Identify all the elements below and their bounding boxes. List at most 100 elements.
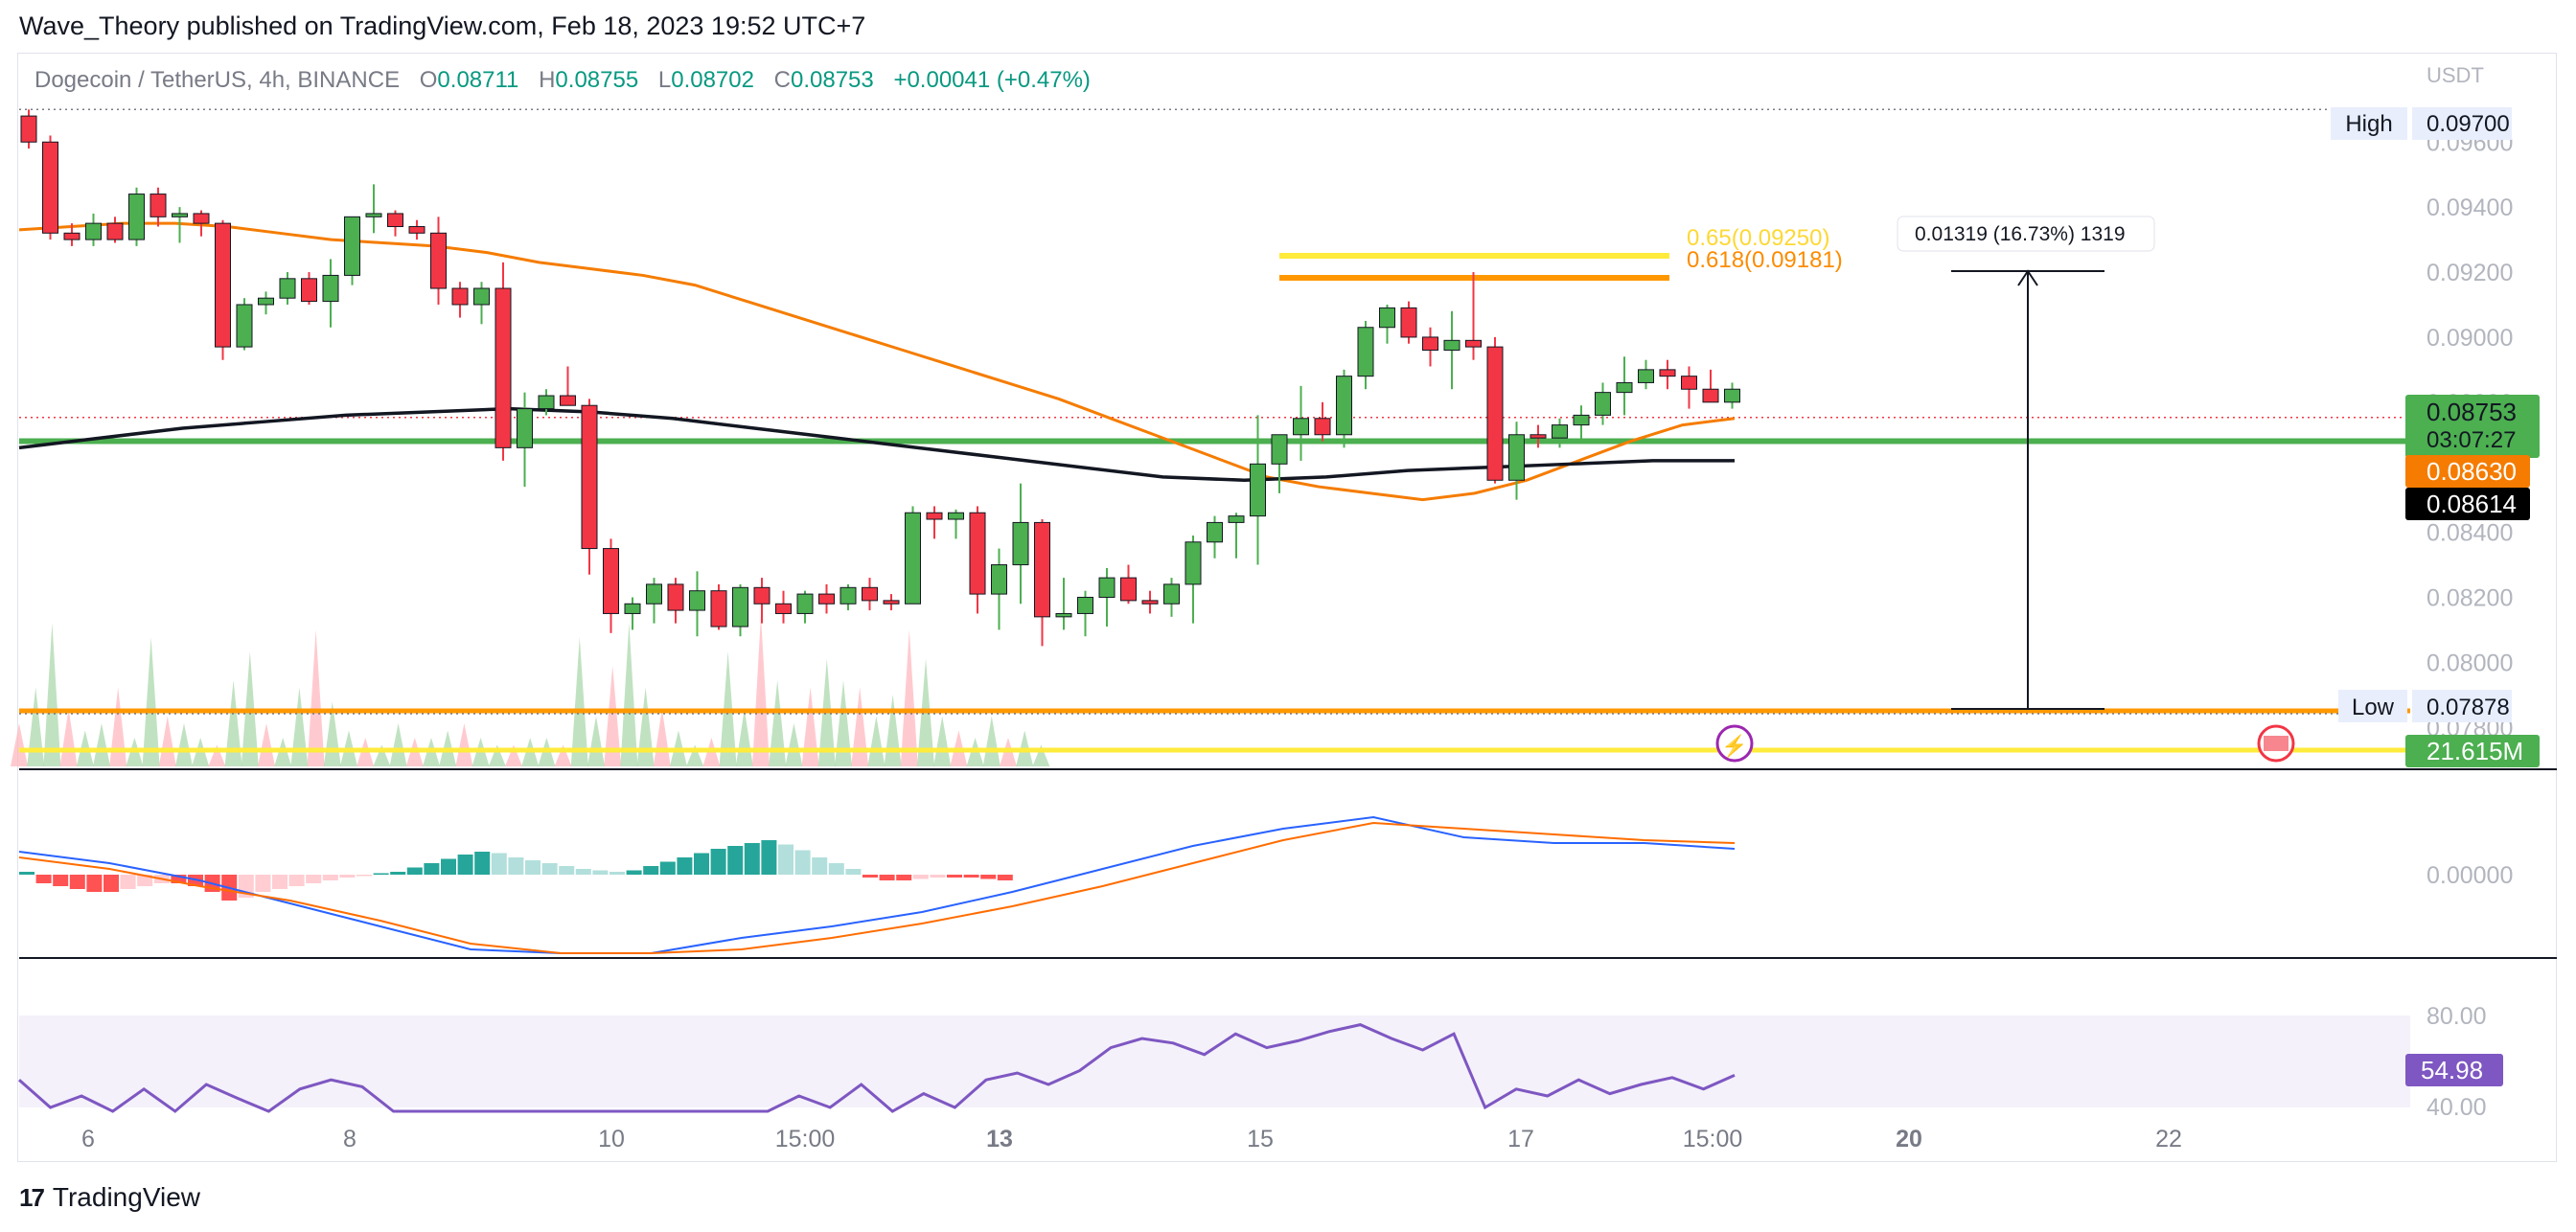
rsi-axis-tick: 80.00 [2426, 1003, 2487, 1030]
candle-body [969, 512, 986, 595]
candle-body [1163, 583, 1180, 605]
candle-body [1314, 418, 1331, 436]
macd-histogram-bar [828, 863, 844, 875]
candle-body [1120, 577, 1137, 602]
macd-histogram-bar [845, 869, 862, 875]
macd-histogram-bar [390, 872, 406, 875]
candle-body [517, 408, 533, 448]
macd-histogram-bar [862, 875, 878, 878]
time-axis-tick: 22 [2155, 1126, 2182, 1152]
measure-box [1897, 216, 2155, 252]
volume-area [769, 680, 787, 766]
low-label: Low [2352, 695, 2395, 720]
candle-body [603, 548, 619, 614]
macd-histogram-bar [610, 872, 625, 875]
rsi-value-tag [2405, 1054, 2503, 1086]
time-axis-tick: 17 [1507, 1126, 1534, 1152]
ema-orange-tag [2405, 455, 2530, 488]
volume-value: 21.615M [2426, 737, 2523, 765]
candle-body [689, 590, 705, 611]
rsi-axis-tick: 40.00 [2426, 1094, 2487, 1121]
macd-histogram-bar [441, 858, 456, 875]
macd-histogram-bar [541, 863, 558, 875]
macd-histogram-bar [86, 875, 103, 892]
macd-histogram-bar [980, 875, 997, 879]
volume-area [620, 623, 638, 766]
macd-histogram-bar [710, 849, 726, 875]
lightning-glyph-icon: ⚡ [1721, 734, 1747, 759]
open-value: 0.08711 [437, 67, 519, 93]
rsi-line [18, 1023, 1736, 1113]
change-value: +0.00041 (+0.47%) [893, 67, 1091, 93]
volume-area [307, 629, 325, 766]
macd-histogram-bar [879, 875, 895, 880]
macd-histogram-bar [406, 867, 423, 875]
volume-area [752, 615, 770, 766]
candle-body [926, 512, 943, 520]
candle-body [775, 603, 792, 614]
macd-histogram-bar [930, 875, 946, 878]
candle-body [1184, 541, 1202, 585]
volume-area [785, 723, 803, 766]
candle-body [624, 603, 641, 614]
currency-label: USDT [2426, 63, 2484, 87]
high-label: H [539, 67, 556, 93]
candle-body [1681, 376, 1697, 390]
macd-histogram-bar [35, 875, 52, 883]
candle-body [85, 222, 102, 240]
macd-histogram-bar [373, 873, 389, 875]
candle-body [818, 593, 835, 605]
volume-area [109, 687, 127, 766]
macd-histogram-bar [19, 872, 34, 875]
volume-area [851, 687, 869, 766]
candle-body [344, 216, 360, 276]
candle-body [172, 213, 188, 217]
time-axis-tick: 15 [1247, 1126, 1274, 1152]
macd-histogram-bar [559, 866, 575, 875]
macd-histogram-bar [794, 850, 811, 875]
macd-histogram-bar [69, 875, 85, 889]
candle-body [1077, 596, 1093, 614]
high-value: 0.09700 [2426, 111, 2510, 137]
macd-histogram-bar [288, 875, 305, 886]
candle-body [883, 600, 900, 605]
low-value: 0.08702 [671, 67, 754, 93]
rsi-value: 54.98 [2421, 1056, 2483, 1084]
macd-histogram-bar [744, 843, 760, 875]
last-price-value: 0.08753 [2426, 398, 2517, 426]
volume-area [27, 687, 45, 766]
macd-histogram-bar [53, 875, 69, 886]
tradingview-logo[interactable]: 17 TradingView [19, 1182, 200, 1213]
candle-body [215, 222, 231, 348]
macd-histogram-bar [727, 846, 744, 875]
candle-body [494, 287, 512, 448]
candle-body [1228, 515, 1245, 523]
candle-body [732, 586, 748, 627]
volume-area [488, 744, 506, 766]
macd-histogram-bar [104, 875, 119, 892]
macd-line [18, 815, 1736, 954]
lightning-event-icon [1715, 724, 1754, 763]
volume-area [208, 744, 226, 766]
volume-area [11, 723, 28, 766]
candle-body [1595, 392, 1611, 416]
volume-area [604, 666, 622, 766]
candle-body [1250, 463, 1266, 517]
signal-line [18, 821, 1736, 954]
candle-body [1702, 388, 1719, 403]
time-axis-tick: 6 [81, 1126, 95, 1152]
candle-body [581, 404, 598, 550]
symbol-title[interactable]: Dogecoin / TetherUS, 4h, BINANCE [34, 67, 401, 93]
chart-frame [17, 53, 2557, 1162]
time-axis-tick: 15:00 [1683, 1126, 1743, 1152]
candle-body [128, 194, 145, 240]
ema-orange-line [18, 221, 1736, 502]
volume-area [373, 744, 391, 766]
volume-area [884, 695, 902, 766]
time-axis-tick: 8 [343, 1126, 356, 1152]
macd-histogram-bar [255, 875, 271, 892]
volume-area [1032, 744, 1050, 766]
candle-body [1530, 434, 1547, 439]
candle-body [63, 232, 80, 240]
